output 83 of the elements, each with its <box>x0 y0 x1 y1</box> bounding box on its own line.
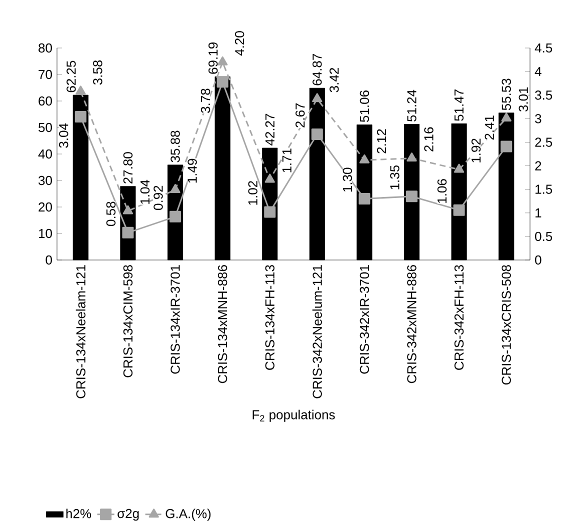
data-label: 1.35 <box>390 165 400 190</box>
data-label: 2.67 <box>296 103 305 128</box>
data-label: 64.87 <box>312 54 322 86</box>
data-label: 3.58 <box>93 60 102 85</box>
data-label: 51.24 <box>407 90 416 122</box>
y2-tick-label: 0 <box>535 255 542 265</box>
data-label: 2.41 <box>484 116 494 140</box>
y2-tick-label: 0.5 <box>535 232 552 242</box>
y2-tick-label: 1.5 <box>536 184 552 194</box>
data-label: 42.27 <box>265 114 274 146</box>
data-label: 62.25 <box>66 60 76 92</box>
y2-tick-label: 4.5 <box>534 43 552 53</box>
data-label: 1.71 <box>282 148 292 172</box>
point <box>358 193 370 205</box>
y-tick-label: 0 <box>46 255 52 265</box>
y-tick-label: 80 <box>38 43 52 53</box>
legend-label: σ2g <box>118 508 139 521</box>
point <box>453 204 465 216</box>
y2-tick-label: 4 <box>534 67 542 76</box>
point <box>217 56 228 66</box>
data-label: 2.12 <box>376 129 386 154</box>
point <box>74 111 86 123</box>
data-label: 55.53 <box>502 78 511 110</box>
x-tick-label: CRIS-134xIR-3701 <box>170 265 180 374</box>
data-label: 3.01 <box>518 87 528 112</box>
data-label: 1.02 <box>248 181 258 205</box>
x-tick-label: CRIS-134xMNH-886 <box>218 265 228 384</box>
data-label: 3.42 <box>330 68 339 92</box>
data-label: 27.80 <box>123 152 133 184</box>
x-tick-label: CRIS-342xFH-113 <box>454 265 464 370</box>
x-tick-label: CRIS-134xCRIS-508 <box>502 265 511 385</box>
x-tick-label: CRIS-342xMNH-886 <box>407 265 416 384</box>
data-label: 1.92 <box>471 138 481 162</box>
x-tick-label: CRIS-134xFH-113 <box>265 265 274 370</box>
point <box>122 226 134 238</box>
y2-tick-label: 3 <box>535 114 542 124</box>
y2-tick-label: 2.5 <box>535 138 552 147</box>
y-tick-label: 40 <box>38 149 52 159</box>
point <box>406 190 418 202</box>
point <box>264 206 276 218</box>
y2-tick-label: 1 <box>536 208 542 218</box>
point <box>264 174 275 183</box>
data-label: 1.04 <box>140 180 150 204</box>
point <box>122 205 134 214</box>
data-label: 0.58 <box>106 202 116 226</box>
data-label: 51.06 <box>360 90 370 122</box>
data-label: 51.47 <box>454 90 464 121</box>
y-tick-label: 30 <box>38 176 52 186</box>
point <box>170 184 180 194</box>
y-tick-label: 20 <box>38 202 52 212</box>
point <box>311 128 323 140</box>
point <box>501 112 512 122</box>
x-tick-label: CRIS-134xCIM-598 <box>123 265 133 378</box>
point <box>359 154 370 164</box>
data-label: 4.20 <box>234 31 244 56</box>
point <box>500 140 512 152</box>
y-tick-label: 50 <box>38 122 52 132</box>
data-label: 35.88 <box>170 130 180 162</box>
data-label: 0.92 <box>154 186 163 210</box>
data-label: 69.19 <box>208 42 218 74</box>
y2-tick-label: 2 <box>535 161 542 170</box>
point <box>312 93 322 102</box>
data-label: 3.04 <box>59 123 68 148</box>
x-tick-label: CRIS-342xNeelum-121 <box>312 265 322 398</box>
data-label: 2.16 <box>424 127 434 152</box>
data-label: 3.78 <box>200 88 210 113</box>
x-tick-label: CRIS-342xIR-3701 <box>360 265 370 374</box>
data-label: 1.49 <box>188 158 197 183</box>
point <box>454 164 464 173</box>
data-label: 1.06 <box>437 179 447 203</box>
legend-label: G.A.(%) <box>166 508 211 521</box>
point <box>76 86 86 95</box>
point <box>406 152 417 162</box>
y2-tick-label: 3.5 <box>535 90 552 100</box>
point <box>170 210 182 222</box>
x-axis-title: F$_{2}$ populations <box>252 410 335 422</box>
y-tick-label: 70 <box>38 70 52 80</box>
point <box>216 76 228 88</box>
legend-label: h2% <box>66 508 92 518</box>
y-tick-label: 10 <box>39 228 52 238</box>
y-tick-label: 60 <box>38 96 52 106</box>
data-label: 1.30 <box>342 168 352 192</box>
x-tick-label: CRIS-134xNeelam-121 <box>76 265 86 398</box>
